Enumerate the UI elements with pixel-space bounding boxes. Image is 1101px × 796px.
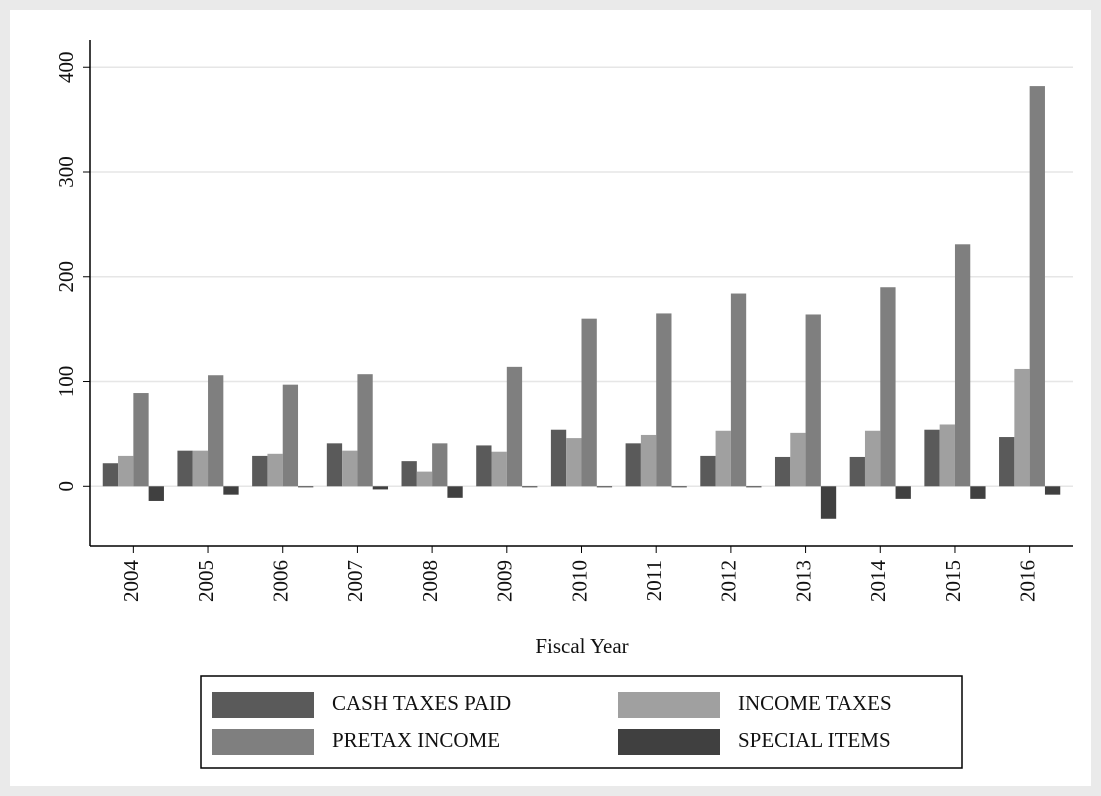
bar (177, 450, 193, 487)
bar (805, 314, 821, 487)
bar (1014, 368, 1030, 487)
bar (581, 318, 597, 487)
bar (700, 455, 716, 487)
x-tick-label: 2008 (418, 560, 442, 602)
x-tick-label: 2006 (269, 560, 293, 602)
bar (895, 486, 911, 499)
x-tick-label: 2005 (194, 560, 218, 602)
bar (849, 456, 865, 487)
bar (790, 432, 806, 487)
legend-swatch (212, 692, 314, 718)
bar (192, 450, 209, 487)
bar (208, 375, 224, 487)
x-tick-label: 2009 (493, 560, 517, 602)
bar (596, 486, 613, 488)
bar (491, 451, 507, 487)
bar (432, 443, 448, 487)
bar (746, 486, 762, 488)
bar (282, 384, 299, 487)
bar (656, 313, 672, 487)
x-tick-label: 2013 (791, 560, 815, 602)
bar (298, 486, 314, 488)
bar (372, 486, 389, 490)
bar (133, 393, 149, 487)
bar (715, 430, 731, 487)
x-tick-label: 2016 (1015, 560, 1039, 602)
x-tick-label: 2015 (941, 560, 965, 602)
bar (1044, 486, 1061, 495)
legend-label: PRETAX INCOME (332, 728, 500, 752)
bar (924, 429, 940, 487)
bar (252, 455, 268, 487)
y-tick-label: 200 (54, 261, 78, 293)
bar (447, 486, 463, 498)
bar (148, 486, 164, 501)
bar (401, 461, 417, 487)
bar (416, 471, 433, 487)
legend-box (200, 675, 963, 769)
y-tick-label: 300 (54, 156, 78, 188)
bar (476, 445, 492, 487)
bar (550, 429, 567, 487)
bar (774, 456, 791, 487)
legend-swatch (212, 729, 314, 755)
x-tick-label: 2007 (343, 560, 367, 602)
x-tick-label: 2010 (567, 560, 591, 602)
bar (625, 443, 641, 487)
bar (506, 366, 523, 487)
bar (640, 434, 657, 487)
bar (999, 437, 1015, 487)
y-tick-label: 100 (54, 366, 78, 398)
bar (357, 374, 373, 487)
bar (864, 430, 881, 487)
x-tick-label: 2014 (866, 560, 890, 603)
x-tick-label: 2004 (119, 560, 143, 603)
bar (730, 293, 747, 487)
legend-label: SPECIAL ITEMS (738, 728, 891, 752)
y-tick-label: 0 (54, 481, 78, 492)
legend-swatch (618, 729, 720, 755)
bar (820, 486, 837, 519)
bar (223, 486, 239, 495)
bar (267, 453, 283, 487)
y-tick-label: 400 (54, 51, 78, 83)
x-axis-label: Fiscal Year (535, 634, 628, 658)
bar (939, 424, 955, 487)
bar (522, 486, 538, 488)
bar (671, 486, 687, 488)
bar (102, 463, 119, 487)
legend-swatch (618, 692, 720, 718)
x-tick-label: 2012 (717, 560, 741, 602)
bar (1029, 86, 1045, 487)
bar (342, 450, 358, 487)
legend-label: INCOME TAXES (738, 691, 892, 715)
legend-label: CASH TAXES PAID (332, 691, 511, 715)
bar (326, 443, 343, 487)
bar (880, 287, 896, 487)
bar (954, 244, 971, 487)
bar (566, 438, 582, 487)
x-tick-label: 2011 (642, 560, 666, 601)
plot-background (10, 10, 1091, 786)
bar (118, 455, 134, 487)
bar (970, 486, 986, 499)
